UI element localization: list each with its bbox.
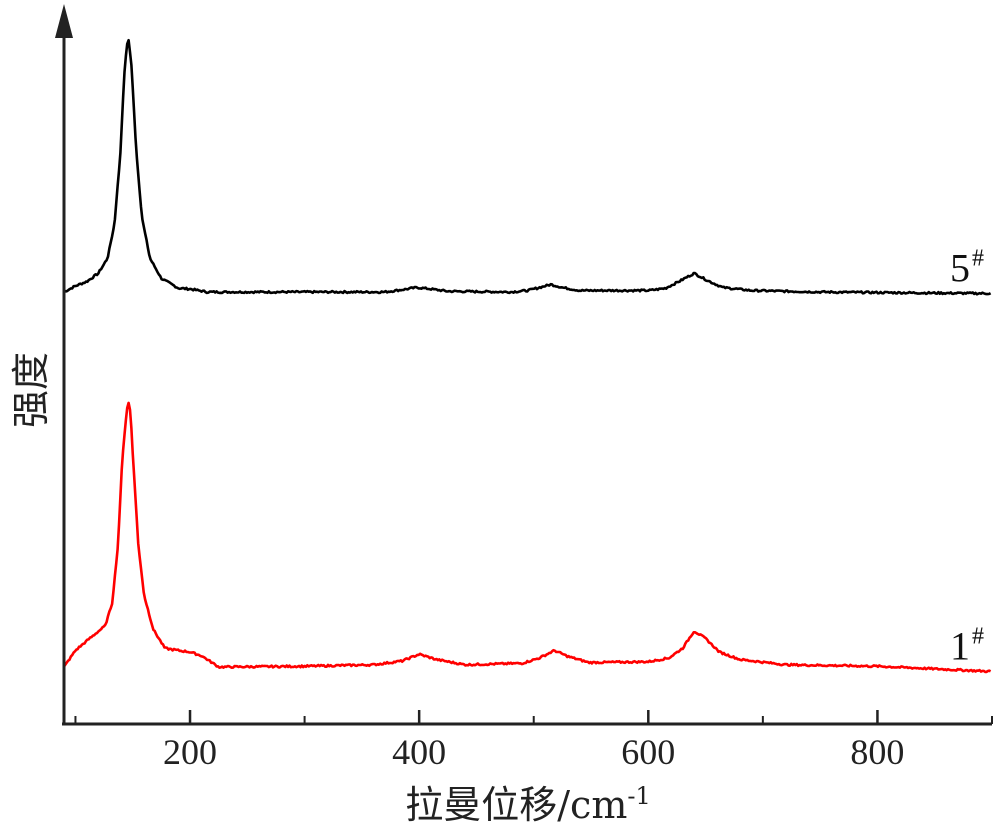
y-axis-label: 强度 <box>9 352 53 428</box>
x-tick-label: 600 <box>621 732 675 772</box>
series-line-1 <box>62 401 992 674</box>
y-axis-arrow-icon <box>55 4 73 38</box>
x-axis-label: 拉曼位移/cm-1 <box>405 782 651 827</box>
series-label-1: 1# <box>950 624 984 669</box>
series-line-5 <box>63 38 992 296</box>
axes <box>55 4 993 726</box>
x-tick-label: 200 <box>163 732 217 772</box>
x-tick-label: 400 <box>392 732 446 772</box>
plot-area <box>62 38 992 674</box>
series-label-5: 5# <box>950 246 984 291</box>
x-tick-label: 800 <box>850 732 904 772</box>
labels: 5# 1# 200 400 600 800 拉曼位移/cm-1 强度 <box>9 246 984 828</box>
